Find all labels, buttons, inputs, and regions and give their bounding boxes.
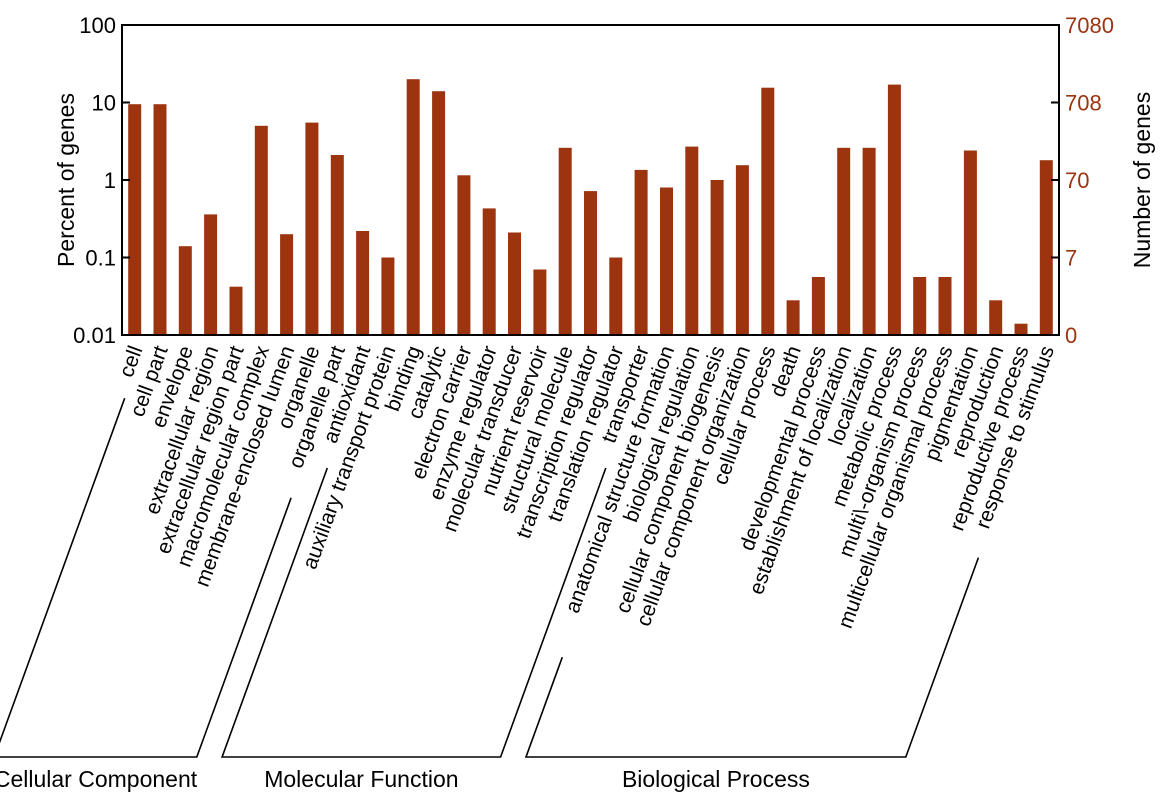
bar <box>634 169 648 335</box>
group-label: Molecular Function <box>264 766 458 792</box>
bar <box>862 147 876 335</box>
left-tick-label: 10 <box>92 91 116 116</box>
group-label: Cellular Component <box>0 766 198 792</box>
bar <box>482 208 496 335</box>
bar <box>685 146 699 335</box>
bar <box>786 300 800 335</box>
left-tick-label: 0.1 <box>85 246 116 271</box>
left-axis: 100 10 1 0.1 0.01 <box>73 13 130 348</box>
right-tick-label: 708 <box>1065 91 1102 116</box>
bar <box>710 180 724 335</box>
left-tick-label: 0.01 <box>73 323 116 348</box>
bar <box>406 79 420 335</box>
bar <box>153 104 167 335</box>
y-axis-label: Percent of genes <box>53 93 79 267</box>
right-tick-label: 7080 <box>1065 13 1114 38</box>
bar <box>1039 160 1053 335</box>
right-tick-label: 0 <box>1065 323 1077 348</box>
bar <box>432 91 446 335</box>
right-tick-label: 7 <box>1065 246 1077 271</box>
right-tick-label: 70 <box>1065 168 1089 193</box>
bar <box>457 175 471 335</box>
bar <box>178 246 192 335</box>
left-tick-label: 100 <box>79 13 116 38</box>
group-bracket <box>220 467 607 758</box>
y2-axis-label: Number of genes <box>1129 92 1155 268</box>
bar <box>938 277 952 335</box>
bar <box>558 147 572 335</box>
bar <box>1014 323 1028 335</box>
bar <box>963 150 977 335</box>
group-bracket <box>524 557 980 758</box>
bar <box>913 277 927 335</box>
bar <box>533 269 547 335</box>
bar <box>381 257 395 335</box>
bar <box>660 187 673 335</box>
bar <box>254 125 268 335</box>
bar <box>761 87 775 335</box>
bar <box>305 122 319 335</box>
left-tick-label: 1 <box>104 168 116 193</box>
bar <box>204 214 218 335</box>
bar <box>330 155 344 335</box>
bar <box>229 286 243 335</box>
bars-layer <box>128 79 1053 335</box>
group-brackets: Cellular Component Molecular Function Biol… <box>0 397 980 792</box>
bar <box>584 191 597 335</box>
group-label: Biological Process <box>622 766 810 792</box>
bar <box>735 165 749 335</box>
bar <box>280 234 294 335</box>
bar <box>508 232 521 335</box>
bar <box>811 277 825 335</box>
bar <box>837 147 851 335</box>
bar <box>887 84 901 335</box>
group-bracket <box>0 397 292 758</box>
bar <box>609 257 623 335</box>
bar <box>128 104 142 335</box>
bar <box>989 300 1003 335</box>
bar <box>356 231 370 335</box>
